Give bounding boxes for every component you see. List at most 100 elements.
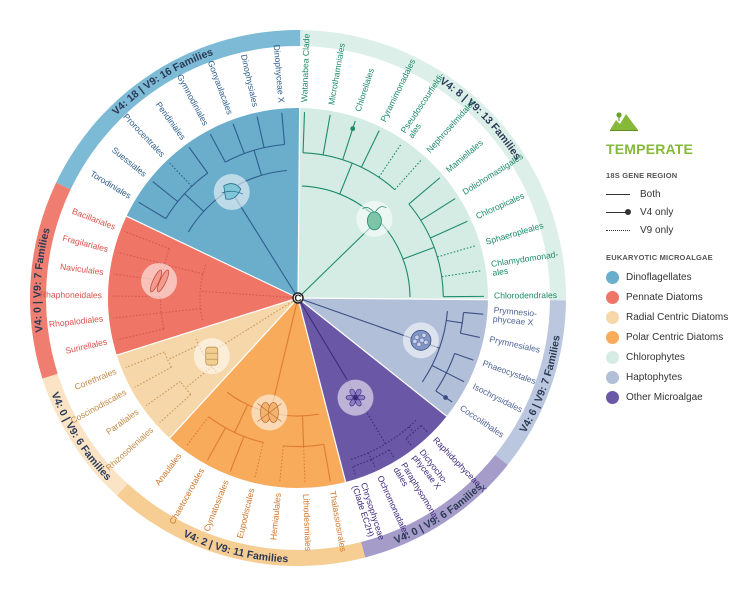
dotted-line-icon [606,226,630,234]
ring-segment-dinoflagellates [56,30,301,190]
taxon-label: Watanabea Clade [299,33,311,102]
branch-leaf [303,446,306,484]
branch-arc-other [405,425,422,440]
radial-diatom-icon [193,338,230,375]
branch-node-other [367,452,372,460]
taxon-label: Microthamniales [326,42,347,105]
taxon-label: Fragilariales [62,233,110,254]
sector-divider [116,297,299,356]
line-legend-ball: V4 only [606,203,750,221]
branch-leaf [370,459,376,468]
branch-leaf [420,198,456,221]
branch-leaf [134,366,172,388]
group-legend-haptophytes: Haptophytes [606,367,750,387]
branch-leaf [352,466,357,476]
ring-segment-chlorophytes [300,30,566,301]
ring-label-other: V4: 0 | V9: 6 Families [392,481,484,547]
ring-segment-pennate [29,182,71,379]
color-swatch [606,290,619,304]
branch-arc-chlorophytes [408,203,444,297]
group-sectors [29,30,566,566]
branch-trunk-chlorophytes [297,254,343,299]
group-legend-other: Other Microalgae [606,387,750,407]
branch-leaf [454,352,474,361]
ball-line-icon [606,208,631,216]
group-legend-label: Other Microalgae [626,391,703,403]
taxon-label: Gymnodiniales [175,72,211,127]
polar-diatom-icon [251,394,288,431]
tree-root-circle [292,292,304,304]
chrysophyte-cell-icon [337,379,374,416]
branch-leaf [152,181,179,203]
taxon-label: Peridiniales [154,100,188,142]
group-color-legend: Dinoflagellates Pennate Diatoms Radial Cen… [606,267,750,407]
taxon-label: Coccolithales [458,403,506,440]
group-legend-polar: Polar Centric Diatoms [606,327,750,347]
ring-segment-haptophytes [495,300,566,465]
sector-divider [169,297,299,439]
branch-node-dinoflagellates [253,150,263,176]
line-legend-label: V9 only [640,224,674,236]
branch-arc-haptophytes [421,311,448,383]
sector-divider [297,108,301,299]
branch-leaf [302,112,306,153]
legend-panel: TEMPERATE 18S GENE REGION Both V4 only V9 … [606,108,750,407]
branch-arc-pennate [199,262,208,321]
v4-only-marker [443,395,448,400]
branch-leaf [360,130,380,168]
sector-haptophytes [298,298,488,417]
branch-trunk-pennate [200,290,245,295]
line-legend-dotted: V9 only [606,221,750,239]
branch-node-chlorophytes [402,246,435,260]
taxon-label: Dinophysiales [239,53,261,107]
color-swatch [606,270,619,284]
taxon-label: Isochrysidales [471,381,524,414]
line-legend-label: Both [640,188,661,200]
branch-arc-other [350,419,417,461]
branch-leaf [188,146,209,174]
ring-segment-polar [116,483,366,566]
sector-divider [297,297,347,483]
branch-node-polar [301,415,305,447]
branch-leaf [323,444,331,482]
branch-leaf [430,220,468,239]
group-legend-label: Pennate Diatoms [626,291,703,303]
solid-line-icon [606,190,630,198]
branch-leaf [460,332,480,339]
sector-divider [297,297,448,417]
hill-landscape-icon [610,112,638,131]
microalgae-heading: EUKARYOTIC MICROALGAE [606,253,713,262]
region-title: TEMPERATE [606,141,694,157]
line-legend-label: V4 only [640,206,674,218]
sector-other [298,298,447,482]
group-legend-pennate: Pennate Diatoms [606,287,750,307]
sector-pennate [108,216,299,356]
taxon-label: Thalassiosirales [328,490,349,552]
branch-trunk-haptophytes [297,297,376,327]
branch-node-chlorophytes [339,162,353,195]
branch-arc-dinoflagellates [165,172,209,219]
chlorophyte-cell-icon [356,200,393,237]
branch-arc-polar [208,416,264,444]
v4-only-marker [350,126,356,132]
taxon-label: Paraliales [104,407,141,437]
branch-arc-dinoflagellates [225,143,285,163]
taxon-label: Rhopalodiales [48,313,103,329]
taxon-label: Dinophyceae X [272,44,287,103]
sector-divider [126,215,299,299]
color-swatch [606,310,619,324]
tree-branches [112,112,484,484]
taxon-label: Naviculales [59,261,104,277]
group-legend-chlorophytes: Chlorophytes [606,347,750,367]
taxon-label: Chlorodendrales [494,290,557,301]
branch-trunk-dinoflagellates [260,238,299,299]
root-label: C [294,294,301,305]
gene-region-heading: 18S GENE REGION [606,171,678,180]
group-legend-radial: Radial Centric Diatoms [606,307,750,327]
taxon-label: Torodiniales [88,169,132,201]
branch-leaf [209,133,226,163]
branch-leaf [281,112,286,145]
branch-arc-pennate [159,296,165,330]
branch-leaf [405,438,412,446]
